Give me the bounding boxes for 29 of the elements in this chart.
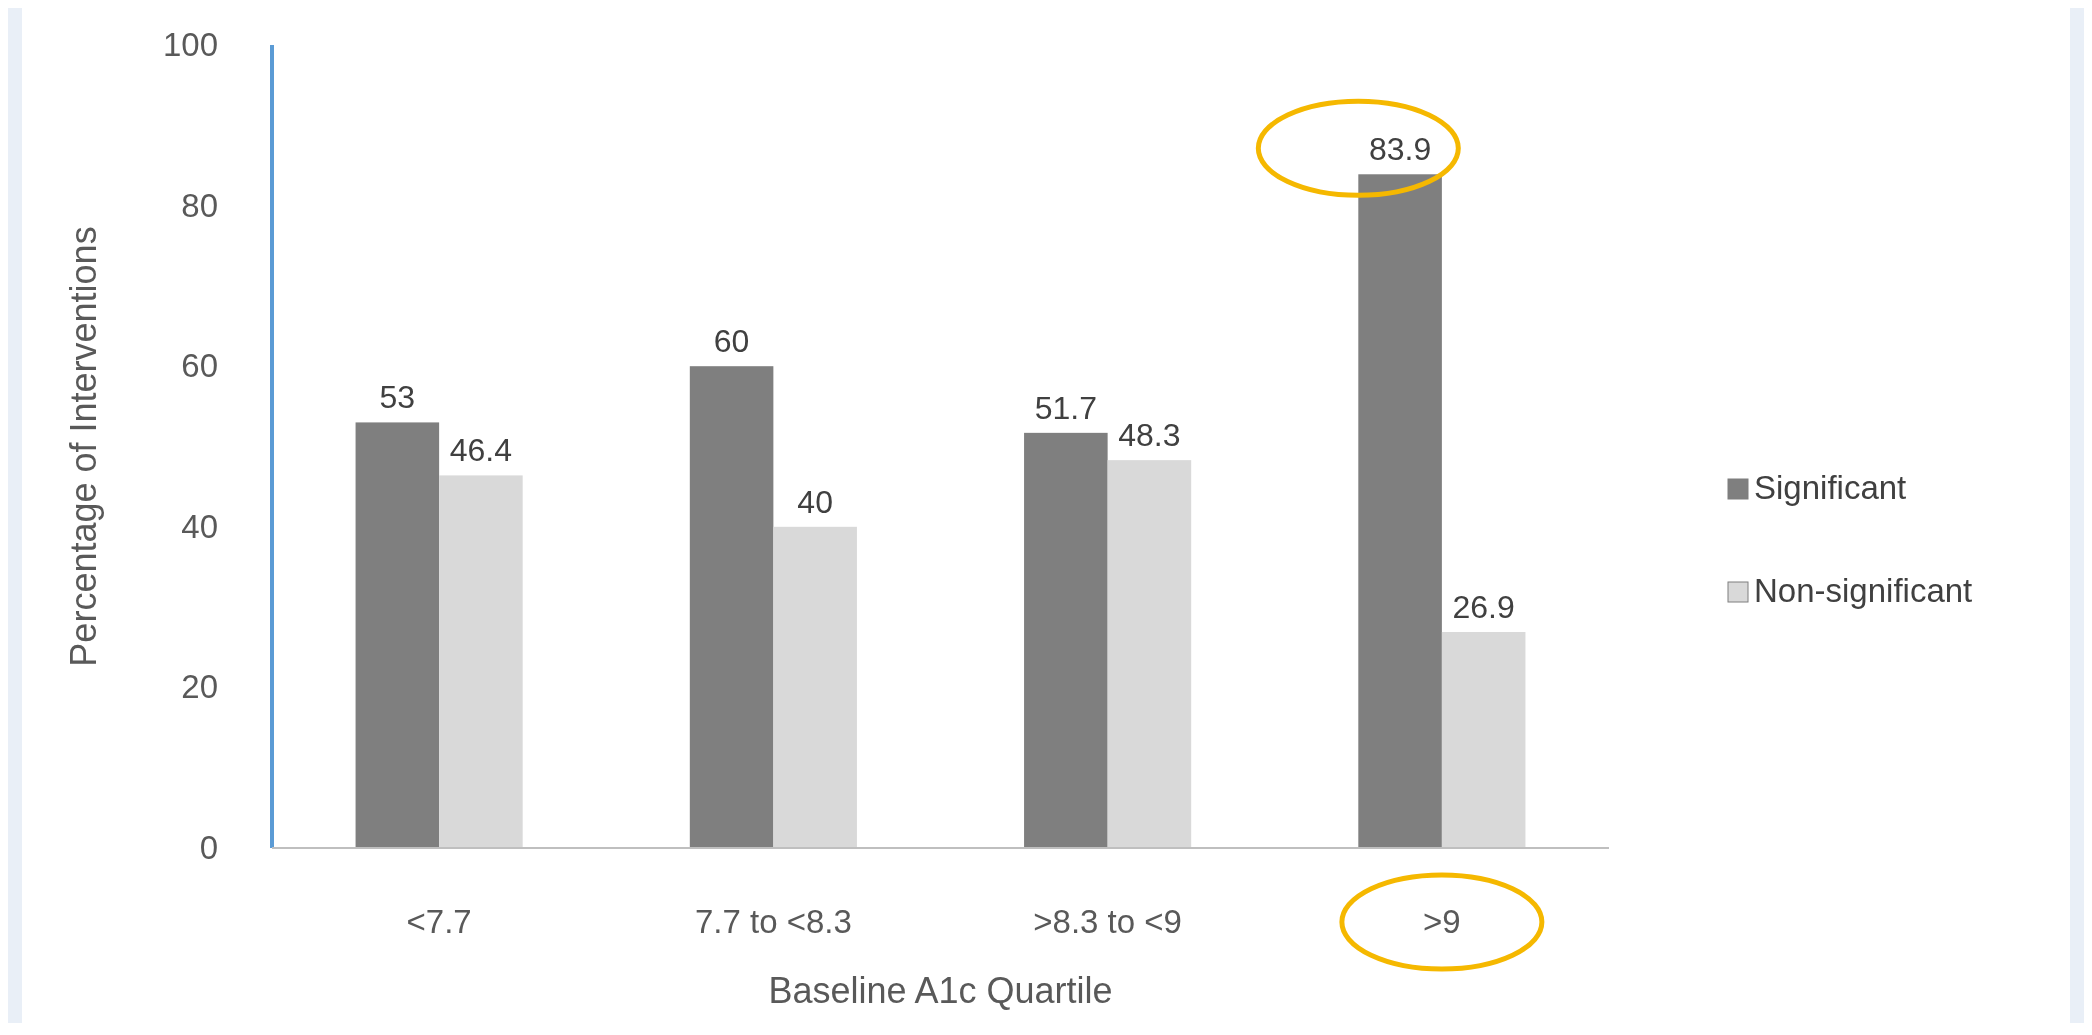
bar	[773, 526, 857, 848]
y-tick-label: 20	[181, 668, 218, 706]
legend-label: Non-significant	[1754, 572, 1973, 609]
data-label: 48.3	[1118, 417, 1181, 454]
x-tick-label: <7.7	[406, 903, 472, 940]
bar	[439, 475, 523, 848]
data-label: 83.9	[1368, 131, 1432, 168]
data-label: 53	[379, 379, 416, 416]
bar	[1441, 631, 1526, 848]
data-label: 40	[797, 483, 833, 520]
bar	[1024, 432, 1108, 848]
bar	[355, 422, 440, 848]
y-tick-label: 80	[181, 186, 218, 224]
y-axis-title: Percentage of Interventions	[63, 226, 104, 667]
y-tick-label: 100	[162, 26, 218, 63]
y-tick-label: 60	[181, 347, 218, 385]
x-axis-title: Baseline A1c Quartile	[768, 970, 1113, 1011]
data-label: 46.4	[449, 432, 513, 469]
data-label: 51.7	[1034, 389, 1097, 426]
x-tick-label: >8.3 to <9	[1033, 903, 1182, 940]
bar	[1107, 460, 1192, 848]
x-tick-label: >9	[1423, 903, 1461, 940]
y-tick-label: 40	[181, 507, 218, 545]
y-tick-label: 0	[199, 829, 218, 866]
bar	[689, 366, 774, 848]
x-tick-label: 7.7 to <8.3	[694, 903, 852, 940]
legend-label: Significant	[1754, 469, 1907, 506]
data-label: 26.9	[1452, 588, 1515, 625]
data-label: 60	[713, 323, 750, 360]
